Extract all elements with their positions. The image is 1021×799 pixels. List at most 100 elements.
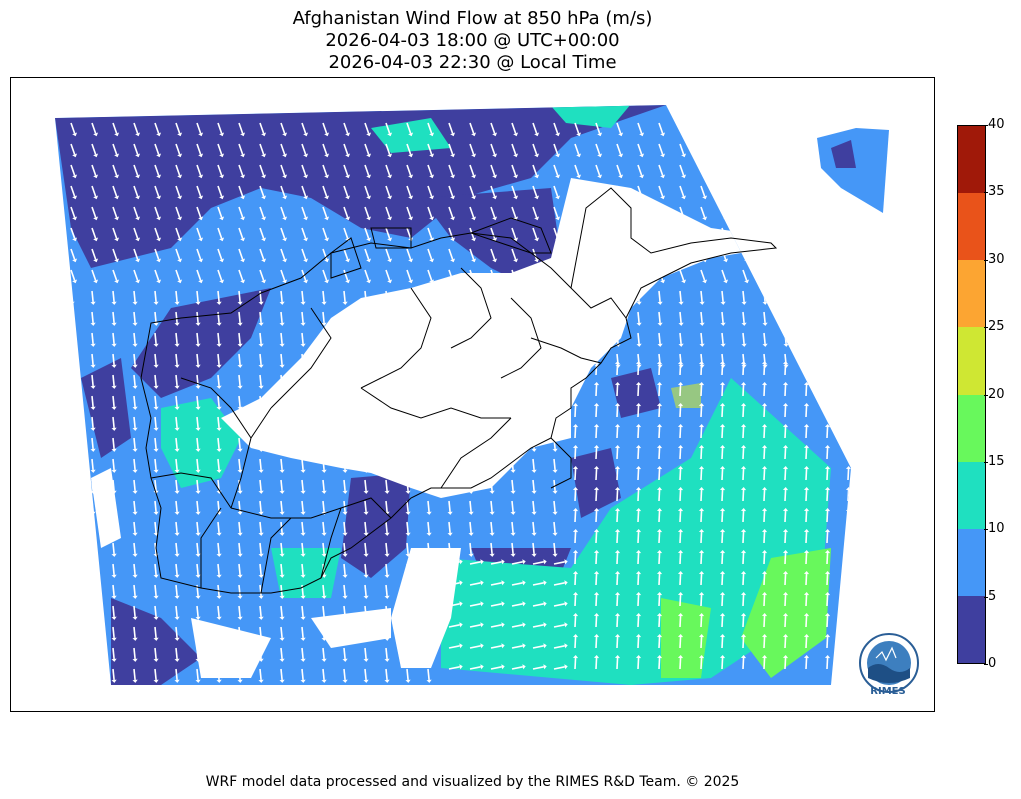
wind-arrow <box>343 248 349 260</box>
wind-arrow-head <box>552 469 558 473</box>
wind-arrow <box>112 521 115 534</box>
wind-arrow <box>238 479 241 492</box>
wind-arrow-head <box>69 574 75 578</box>
wind-arrow <box>805 657 808 670</box>
wind-arrow-head <box>195 532 201 536</box>
wind-arrow-head <box>660 237 666 242</box>
wind-arrow <box>532 561 544 565</box>
wind-arrow-head <box>719 508 726 512</box>
wind-arrow <box>574 227 580 239</box>
wind-arrow-head <box>174 637 180 641</box>
wind-arrow <box>217 374 220 387</box>
wind-arrow-head <box>216 448 222 452</box>
wind-arrow-head <box>597 132 603 137</box>
wind-arrow <box>406 311 409 324</box>
wind-arrow <box>469 374 472 387</box>
wind-arrow <box>238 206 244 218</box>
wind-arrow <box>154 605 157 618</box>
wind-arrow <box>553 561 565 565</box>
wind-arrow-head <box>303 258 309 263</box>
wind-arrow-head <box>555 258 561 263</box>
wind-arrow-head <box>761 361 768 365</box>
wind-arrow-head <box>555 153 561 158</box>
wind-arrow-head <box>90 616 96 620</box>
wind-arrow-head <box>636 301 642 305</box>
wind-arrow-head <box>300 448 306 452</box>
wind-arrow <box>112 647 115 660</box>
wind-arrow-head <box>216 595 222 599</box>
wind-arrow <box>553 206 559 218</box>
wind-arrow-head <box>740 634 747 638</box>
wind-arrow-head <box>408 279 414 284</box>
wind-arrow-head <box>803 424 810 428</box>
wind-arrow <box>154 164 160 176</box>
wind-arrow-head <box>303 279 309 284</box>
wind-arrow-head <box>480 580 484 586</box>
wind-arrow <box>595 615 598 628</box>
wind-arrow <box>784 269 790 281</box>
wind-arrow <box>406 626 409 639</box>
wind-arrow <box>196 122 202 134</box>
wind-arrow <box>280 479 283 492</box>
wind-arrow <box>322 647 325 660</box>
wind-arrow-head <box>90 343 96 347</box>
wind-arrow-head <box>845 634 851 638</box>
wind-arrow <box>322 374 325 387</box>
wind-arrow-head <box>846 343 851 347</box>
wind-arrow-head <box>387 279 393 284</box>
wind-arrow <box>448 395 451 408</box>
wind-arrow <box>595 447 598 460</box>
wind-arrow <box>280 437 283 450</box>
wind-arrow <box>70 521 73 534</box>
wind-arrow <box>91 206 97 218</box>
wind-arrow-head <box>635 508 642 512</box>
wind-arrow <box>448 624 460 628</box>
wind-arrow <box>217 227 223 239</box>
wind-arrow <box>826 615 829 628</box>
wind-arrow <box>658 426 661 439</box>
wind-arrow-head <box>198 237 204 242</box>
wind-arrow-head <box>531 364 537 368</box>
wind-arrow-head <box>240 132 246 137</box>
wind-arrow-head <box>803 550 810 554</box>
wind-arrow-head <box>639 237 645 242</box>
wind-arrow <box>784 185 790 197</box>
wind-arrow <box>784 311 787 324</box>
wind-arrow-head <box>807 153 813 158</box>
wind-arrow <box>280 164 286 176</box>
wind-arrow-head <box>429 279 435 284</box>
wind-arrow <box>301 542 304 555</box>
wind-arrow <box>511 458 514 471</box>
wind-arrow-head <box>702 237 708 242</box>
colorbar-segment <box>958 394 985 462</box>
wind-arrow-head <box>639 195 645 200</box>
wind-arrow-head <box>90 427 96 431</box>
wind-arrow <box>364 374 367 387</box>
wind-arrow-head <box>489 406 495 410</box>
wind-arrow-head <box>572 592 579 596</box>
wind-arrow <box>238 248 244 260</box>
wind-arrow <box>259 122 265 134</box>
wind-arrow <box>679 122 685 134</box>
wind-arrow-head <box>786 132 792 137</box>
wind-arrow-head <box>828 258 834 263</box>
wind-arrow <box>322 668 325 681</box>
wind-arrow-head <box>216 469 222 473</box>
wind-arrow-head <box>300 385 306 389</box>
wind-arrow-head <box>744 132 750 137</box>
wind-arrow-head <box>593 487 600 491</box>
wind-arrow-head <box>69 595 75 599</box>
wind-arrow <box>847 573 850 586</box>
wind-arrow <box>364 521 367 534</box>
wind-arrow <box>322 542 325 555</box>
wind-arrow <box>133 164 139 176</box>
wind-arrow <box>217 605 220 618</box>
wind-arrow <box>532 290 535 303</box>
wind-arrow <box>70 416 73 429</box>
wind-arrow-head <box>405 322 411 326</box>
wind-arrow <box>196 395 199 408</box>
wind-arrow-head <box>825 364 831 368</box>
wind-arrow <box>364 143 370 155</box>
wind-arrow-head <box>468 343 474 347</box>
wind-arrow-head <box>114 237 120 242</box>
